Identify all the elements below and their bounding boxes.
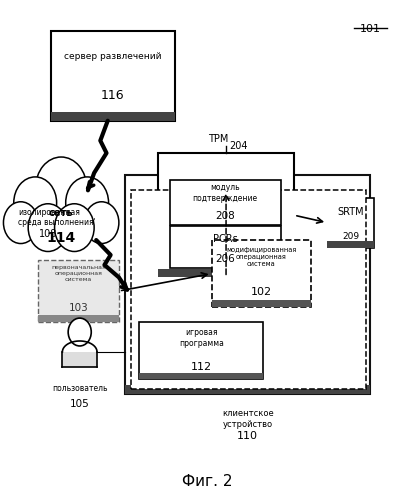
FancyBboxPatch shape [212,240,310,307]
Circle shape [54,204,94,252]
Text: 101: 101 [360,24,381,34]
Text: 204: 204 [229,140,248,150]
Text: 116: 116 [101,89,124,102]
Text: 105: 105 [70,399,90,409]
Text: 114: 114 [46,230,76,244]
Text: первоначальная
операционная
система: первоначальная операционная система [51,266,106,282]
Text: клиентское
устройство: клиентское устройство [222,409,273,428]
FancyBboxPatch shape [158,153,294,278]
FancyBboxPatch shape [51,112,175,120]
Circle shape [14,177,56,229]
Text: 112: 112 [191,362,212,372]
FancyBboxPatch shape [170,226,281,268]
Text: TPM: TPM [208,134,228,144]
FancyBboxPatch shape [62,352,97,367]
FancyBboxPatch shape [327,198,374,248]
FancyBboxPatch shape [212,300,310,307]
Circle shape [3,202,38,243]
Text: 102: 102 [251,288,272,298]
Text: изолированная
среда выполнения': изолированная среда выполнения' [18,208,95,228]
FancyBboxPatch shape [16,210,107,248]
Text: 208: 208 [215,211,235,221]
Text: Фиг. 2: Фиг. 2 [182,474,233,488]
Circle shape [36,157,87,218]
FancyBboxPatch shape [131,190,366,389]
Circle shape [28,204,68,252]
FancyBboxPatch shape [139,374,263,380]
Circle shape [68,318,91,346]
FancyBboxPatch shape [125,385,370,394]
Text: 103: 103 [69,304,88,314]
FancyBboxPatch shape [39,260,119,322]
Text: игровая
программа: игровая программа [179,328,224,348]
Text: 209: 209 [342,232,359,241]
Text: пользователь: пользователь [52,384,107,393]
Text: модуль
подтверждение: модуль подтверждение [193,183,258,203]
FancyBboxPatch shape [125,176,370,394]
Text: 206: 206 [215,254,235,264]
FancyBboxPatch shape [139,322,263,380]
FancyBboxPatch shape [170,180,281,225]
Text: сеть: сеть [49,208,73,218]
Text: 108: 108 [39,229,57,239]
Text: 110: 110 [237,432,258,442]
FancyBboxPatch shape [327,240,374,248]
Text: сервер развлечений: сервер развлечений [64,52,161,61]
FancyBboxPatch shape [39,315,119,322]
FancyBboxPatch shape [51,31,175,120]
FancyBboxPatch shape [158,270,294,278]
Text: PCRs: PCRs [213,234,238,244]
Circle shape [66,177,109,229]
Circle shape [84,202,119,243]
Text: SRTM: SRTM [337,206,364,216]
Text: модифицированная
операционная
система: модифицированная операционная система [226,247,296,267]
